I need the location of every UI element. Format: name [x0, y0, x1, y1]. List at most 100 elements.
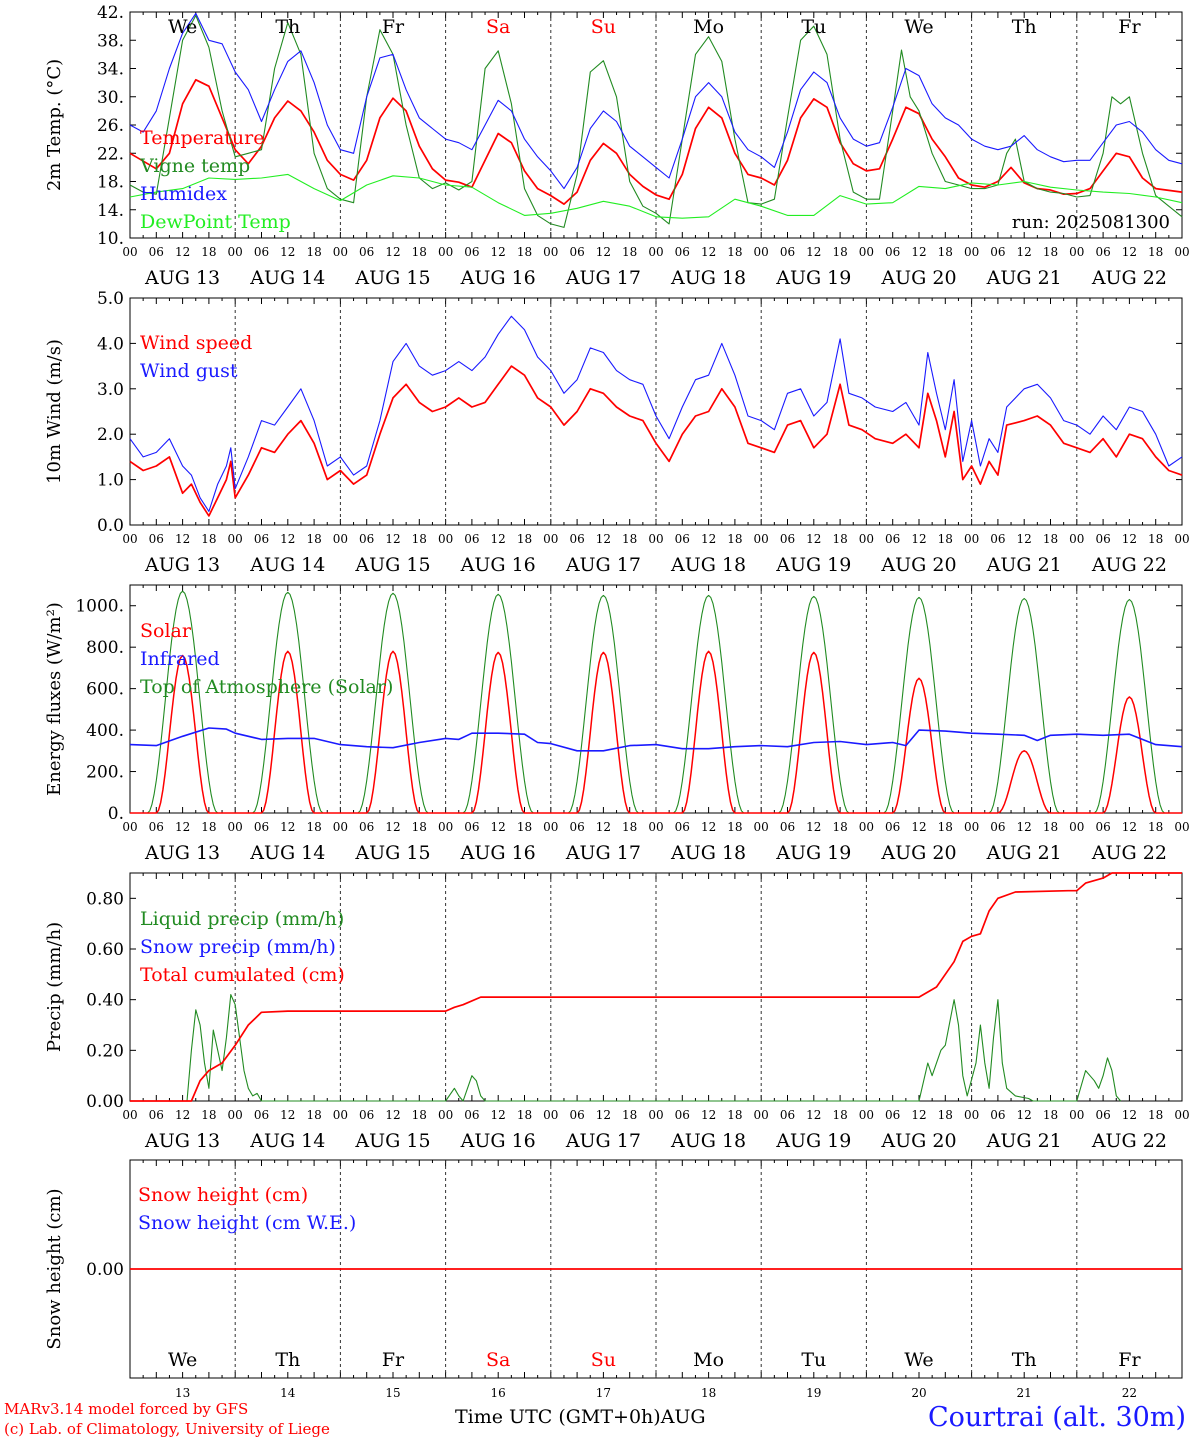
- date-label: AUG 15: [354, 842, 430, 864]
- hour-tick-label: 06: [885, 1108, 900, 1122]
- hour-tick-label: 18: [412, 820, 427, 834]
- hour-tick-label: 00: [1174, 245, 1189, 259]
- weekday-label-top: We: [168, 16, 197, 38]
- date-label: AUG 16: [460, 842, 536, 864]
- weekday-label-bottom: We: [904, 1349, 933, 1371]
- date-label: AUG 18: [670, 267, 746, 289]
- hour-tick-label: 00: [754, 1108, 769, 1122]
- hour-tick-label: 00: [543, 820, 558, 834]
- legend-entry: Wind gust: [140, 360, 238, 382]
- y-tick-label: 42.: [97, 3, 124, 23]
- day-number-label: 22: [1122, 1386, 1137, 1400]
- series-line-wind-speed: [129, 365, 1183, 517]
- date-label: AUG 19: [775, 267, 851, 289]
- hour-tick-label: 06: [990, 1108, 1005, 1122]
- hour-tick-label: 06: [780, 820, 795, 834]
- series-line-temperature: [129, 78, 1183, 205]
- y-tick-label: 1000.: [75, 597, 124, 617]
- legend-entry: Vigne temp: [139, 155, 250, 177]
- date-label: AUG 22: [1091, 1130, 1167, 1152]
- hour-tick-label: 06: [885, 820, 900, 834]
- date-label: AUG 13: [144, 554, 220, 576]
- solar-line: [130, 650, 1182, 814]
- hour-tick-label: 12: [280, 245, 295, 259]
- series-line-liquid-precip-mm-h: [130, 994, 1122, 1102]
- y-tick-label: 26.: [97, 116, 124, 136]
- day-number-label: 18: [701, 1386, 716, 1400]
- hour-tick-label: 06: [359, 245, 374, 259]
- series-line-total-cumulated-cm: [130, 872, 1182, 1102]
- legend-entry: DewPoint Temp: [140, 211, 291, 233]
- hour-tick-label: 18: [938, 1108, 953, 1122]
- weekday-label-top: Fr: [1118, 16, 1141, 38]
- hour-tick-label: 06: [254, 245, 269, 259]
- y-tick-label: 30.: [97, 88, 124, 108]
- hour-tick-label: 06: [990, 245, 1005, 259]
- hour-tick-label: 06: [569, 820, 584, 834]
- hour-tick-label: 18: [1148, 820, 1163, 834]
- date-label: AUG 20: [880, 267, 956, 289]
- hour-tick-label: 18: [201, 820, 216, 834]
- legend-entry: Solar: [140, 620, 192, 642]
- station-name: Courtrai (alt. 30m): [927, 1402, 1186, 1433]
- hour-tick-label: 12: [175, 245, 190, 259]
- hour-tick-label: 00: [648, 245, 663, 259]
- date-label: AUG 13: [144, 842, 220, 864]
- hour-tick-label: 00: [122, 532, 137, 546]
- date-label: AUG 22: [1091, 554, 1167, 576]
- y-tick-label: 0.40: [86, 991, 124, 1011]
- hour-tick-label: 12: [491, 820, 506, 834]
- day-number-label: 15: [385, 1386, 400, 1400]
- hour-tick-label: 00: [1174, 1108, 1189, 1122]
- weekday-label-bottom: Th: [1012, 1349, 1037, 1371]
- legend-entry: Liquid precip (mm/h): [140, 908, 344, 930]
- hour-tick-label: 18: [517, 245, 532, 259]
- date-label: AUG 15: [354, 1130, 430, 1152]
- legend-entry: Wind speed: [140, 332, 252, 354]
- hour-tick-label: 06: [675, 820, 690, 834]
- hour-tick-label: 18: [412, 532, 427, 546]
- hour-tick-label: 12: [596, 1108, 611, 1122]
- hour-tick-label: 18: [306, 245, 321, 259]
- time-axis-title: Time UTC (GMT+0h)AUG: [455, 1406, 706, 1428]
- y-tick-label: 0.00: [86, 1092, 124, 1112]
- hour-tick-label: 12: [596, 532, 611, 546]
- date-label: AUG 17: [565, 267, 641, 289]
- hour-tick-label: 18: [517, 820, 532, 834]
- y-tick-label: 5.0: [97, 289, 124, 309]
- legend-entry: Snow height (cm): [138, 1184, 308, 1206]
- hour-tick-label: 06: [780, 245, 795, 259]
- hour-tick-label: 00: [1174, 820, 1189, 834]
- hour-tick-label: 06: [1095, 820, 1110, 834]
- date-label: AUG 18: [670, 1130, 746, 1152]
- hour-tick-label: 12: [911, 245, 926, 259]
- date-label: AUG 14: [249, 267, 325, 289]
- infrared-line: [129, 727, 1183, 752]
- hour-tick-label: 12: [806, 532, 821, 546]
- day-number-label: 16: [491, 1386, 506, 1400]
- date-label: AUG 21: [986, 554, 1062, 576]
- weekday-label-bottom: Sa: [486, 1349, 510, 1371]
- hour-tick-label: 12: [280, 532, 295, 546]
- hour-tick-label: 18: [1148, 1108, 1163, 1122]
- hour-tick-label: 18: [622, 1108, 637, 1122]
- date-label: AUG 15: [354, 554, 430, 576]
- date-label: AUG 17: [565, 1130, 641, 1152]
- hour-tick-label: 12: [491, 1108, 506, 1122]
- date-label: AUG 17: [565, 842, 641, 864]
- hour-tick-label: 18: [832, 245, 847, 259]
- hour-tick-label: 18: [201, 1108, 216, 1122]
- y-axis-label: Precip (mm/h): [44, 922, 65, 1052]
- hour-tick-label: 18: [1043, 245, 1058, 259]
- hour-tick-label: 00: [333, 532, 348, 546]
- date-label: AUG 14: [249, 554, 325, 576]
- hour-tick-label: 12: [1017, 532, 1032, 546]
- hour-tick-label: 00: [122, 1108, 137, 1122]
- hour-tick-label: 06: [254, 532, 269, 546]
- weekday-label-bottom: Fr: [1118, 1349, 1141, 1371]
- hour-tick-label: 00: [543, 532, 558, 546]
- hour-tick-label: 12: [911, 1108, 926, 1122]
- hour-tick-label: 06: [254, 820, 269, 834]
- hour-tick-label: 00: [964, 820, 979, 834]
- weekday-label-top: Su: [591, 16, 616, 38]
